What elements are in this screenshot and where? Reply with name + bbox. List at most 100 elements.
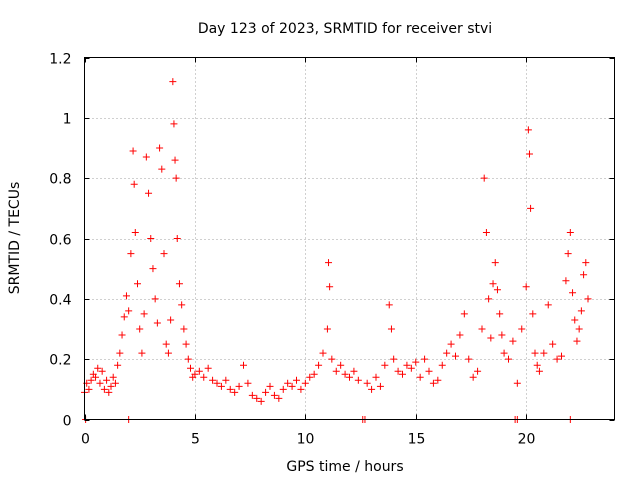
data-point xyxy=(350,367,358,375)
data-point xyxy=(569,289,577,297)
data-point xyxy=(129,147,137,155)
data-point xyxy=(491,259,499,267)
data-point xyxy=(164,349,172,357)
data-point xyxy=(103,376,111,384)
data-point xyxy=(577,307,585,315)
data-point xyxy=(170,120,178,128)
data-point xyxy=(270,391,278,399)
data-point xyxy=(244,379,252,387)
data-point xyxy=(235,382,243,390)
data-point xyxy=(498,331,506,339)
y-axis-label: SRMTID / TECUs xyxy=(7,182,23,295)
data-point xyxy=(279,385,287,393)
data-point xyxy=(566,228,574,236)
data-point xyxy=(381,361,389,369)
data-point xyxy=(485,295,493,303)
data-point xyxy=(584,295,592,303)
data-point xyxy=(284,379,292,387)
chart-title: Day 123 of 2023, SRMTID for receiver stv… xyxy=(198,21,492,37)
data-point xyxy=(447,340,455,348)
data-point xyxy=(416,373,424,381)
data-point xyxy=(385,301,393,309)
axis-ticks xyxy=(84,57,615,421)
data-point xyxy=(544,301,552,309)
data-point xyxy=(434,376,442,384)
data-point xyxy=(172,174,180,182)
data-point xyxy=(465,355,473,363)
data-point xyxy=(452,352,459,360)
data-point xyxy=(160,250,168,258)
data-point xyxy=(341,370,349,378)
data-point xyxy=(162,340,170,348)
data-point xyxy=(399,370,406,378)
data-point xyxy=(169,78,177,86)
data-point xyxy=(328,355,336,363)
data-point xyxy=(114,361,122,369)
data-point xyxy=(354,376,362,384)
y-tick-label: 1 xyxy=(63,112,72,128)
data-point xyxy=(130,180,138,188)
data-point xyxy=(98,367,106,375)
data-point xyxy=(180,325,188,333)
data-point xyxy=(109,373,117,381)
data-point xyxy=(116,349,124,357)
data-point xyxy=(120,313,128,321)
data-point xyxy=(489,280,497,288)
x-tick-label: 0 xyxy=(81,432,90,448)
y-tick-label: 0.4 xyxy=(49,293,71,309)
data-point xyxy=(518,325,526,333)
data-point xyxy=(412,358,420,366)
data-point xyxy=(376,382,384,390)
data-point xyxy=(217,382,225,390)
data-point xyxy=(301,379,309,387)
data-point xyxy=(297,385,305,393)
data-point xyxy=(167,316,175,324)
data-point xyxy=(575,325,583,333)
data-point xyxy=(105,388,113,396)
data-point xyxy=(323,325,331,333)
data-point xyxy=(182,340,190,348)
data-point xyxy=(187,364,194,372)
data-point xyxy=(325,259,333,267)
data-point xyxy=(372,373,380,381)
data-point xyxy=(257,397,265,405)
data-point xyxy=(134,280,141,288)
data-point xyxy=(500,349,508,357)
data-point xyxy=(184,355,192,363)
data-point xyxy=(118,331,126,339)
data-point xyxy=(204,364,212,372)
data-point xyxy=(136,325,144,333)
data-point xyxy=(525,150,533,158)
data-point xyxy=(535,367,543,375)
data-point xyxy=(153,319,161,327)
data-point xyxy=(248,391,256,399)
data-point xyxy=(94,364,102,372)
data-point xyxy=(580,271,588,279)
data-point xyxy=(429,379,437,387)
data-point xyxy=(171,156,179,164)
data-point xyxy=(487,334,495,342)
x-tick-label: 20 xyxy=(518,432,536,448)
data-point xyxy=(293,376,300,384)
data-point xyxy=(92,373,100,381)
data-point xyxy=(558,352,565,360)
data-point xyxy=(363,379,371,387)
data-point xyxy=(496,310,504,318)
tick-labels: 0 5 10 15 20 0 0.2 0.4 0.6 0.8 1 1.2 xyxy=(49,52,535,448)
data-point xyxy=(87,376,95,384)
data-point xyxy=(231,388,239,396)
data-point xyxy=(456,331,464,339)
data-point xyxy=(122,292,130,300)
data-point xyxy=(407,364,415,372)
data-point xyxy=(158,165,166,173)
data-point xyxy=(266,382,274,390)
data-point xyxy=(262,388,270,396)
data-point xyxy=(326,283,334,291)
data-point xyxy=(368,385,376,393)
data-point xyxy=(513,379,521,387)
data-point xyxy=(222,376,230,384)
data-point xyxy=(522,283,530,291)
data-point xyxy=(474,367,482,375)
data-point xyxy=(509,337,517,345)
